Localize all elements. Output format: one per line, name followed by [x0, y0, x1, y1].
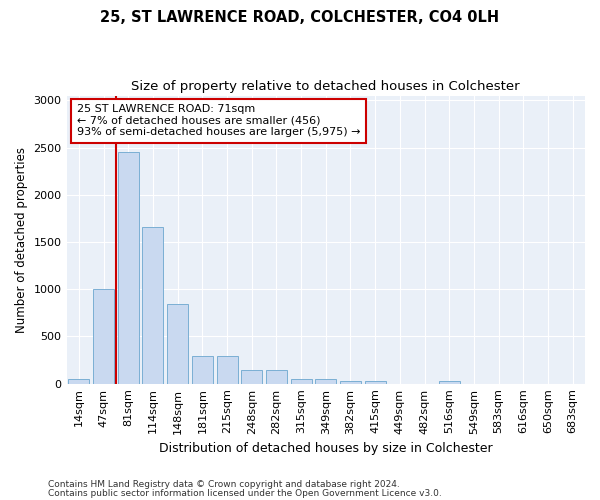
Title: Size of property relative to detached houses in Colchester: Size of property relative to detached ho…	[131, 80, 520, 93]
Text: 25 ST LAWRENCE ROAD: 71sqm
← 7% of detached houses are smaller (456)
93% of semi: 25 ST LAWRENCE ROAD: 71sqm ← 7% of detac…	[77, 104, 361, 138]
X-axis label: Distribution of detached houses by size in Colchester: Distribution of detached houses by size …	[159, 442, 493, 455]
Bar	[142, 227, 163, 384]
Bar	[365, 381, 386, 384]
Bar	[68, 379, 89, 384]
Bar	[192, 356, 213, 384]
Bar	[290, 379, 311, 384]
Bar	[241, 370, 262, 384]
Text: Contains HM Land Registry data © Crown copyright and database right 2024.: Contains HM Land Registry data © Crown c…	[48, 480, 400, 489]
Bar	[217, 356, 238, 384]
Bar	[118, 152, 139, 384]
Bar	[315, 379, 336, 384]
Y-axis label: Number of detached properties: Number of detached properties	[15, 146, 28, 332]
Bar	[93, 289, 114, 384]
Bar	[167, 304, 188, 384]
Text: 25, ST LAWRENCE ROAD, COLCHESTER, CO4 0LH: 25, ST LAWRENCE ROAD, COLCHESTER, CO4 0L…	[100, 10, 500, 25]
Bar	[266, 370, 287, 384]
Text: Contains public sector information licensed under the Open Government Licence v3: Contains public sector information licen…	[48, 490, 442, 498]
Bar	[439, 381, 460, 384]
Bar	[340, 381, 361, 384]
